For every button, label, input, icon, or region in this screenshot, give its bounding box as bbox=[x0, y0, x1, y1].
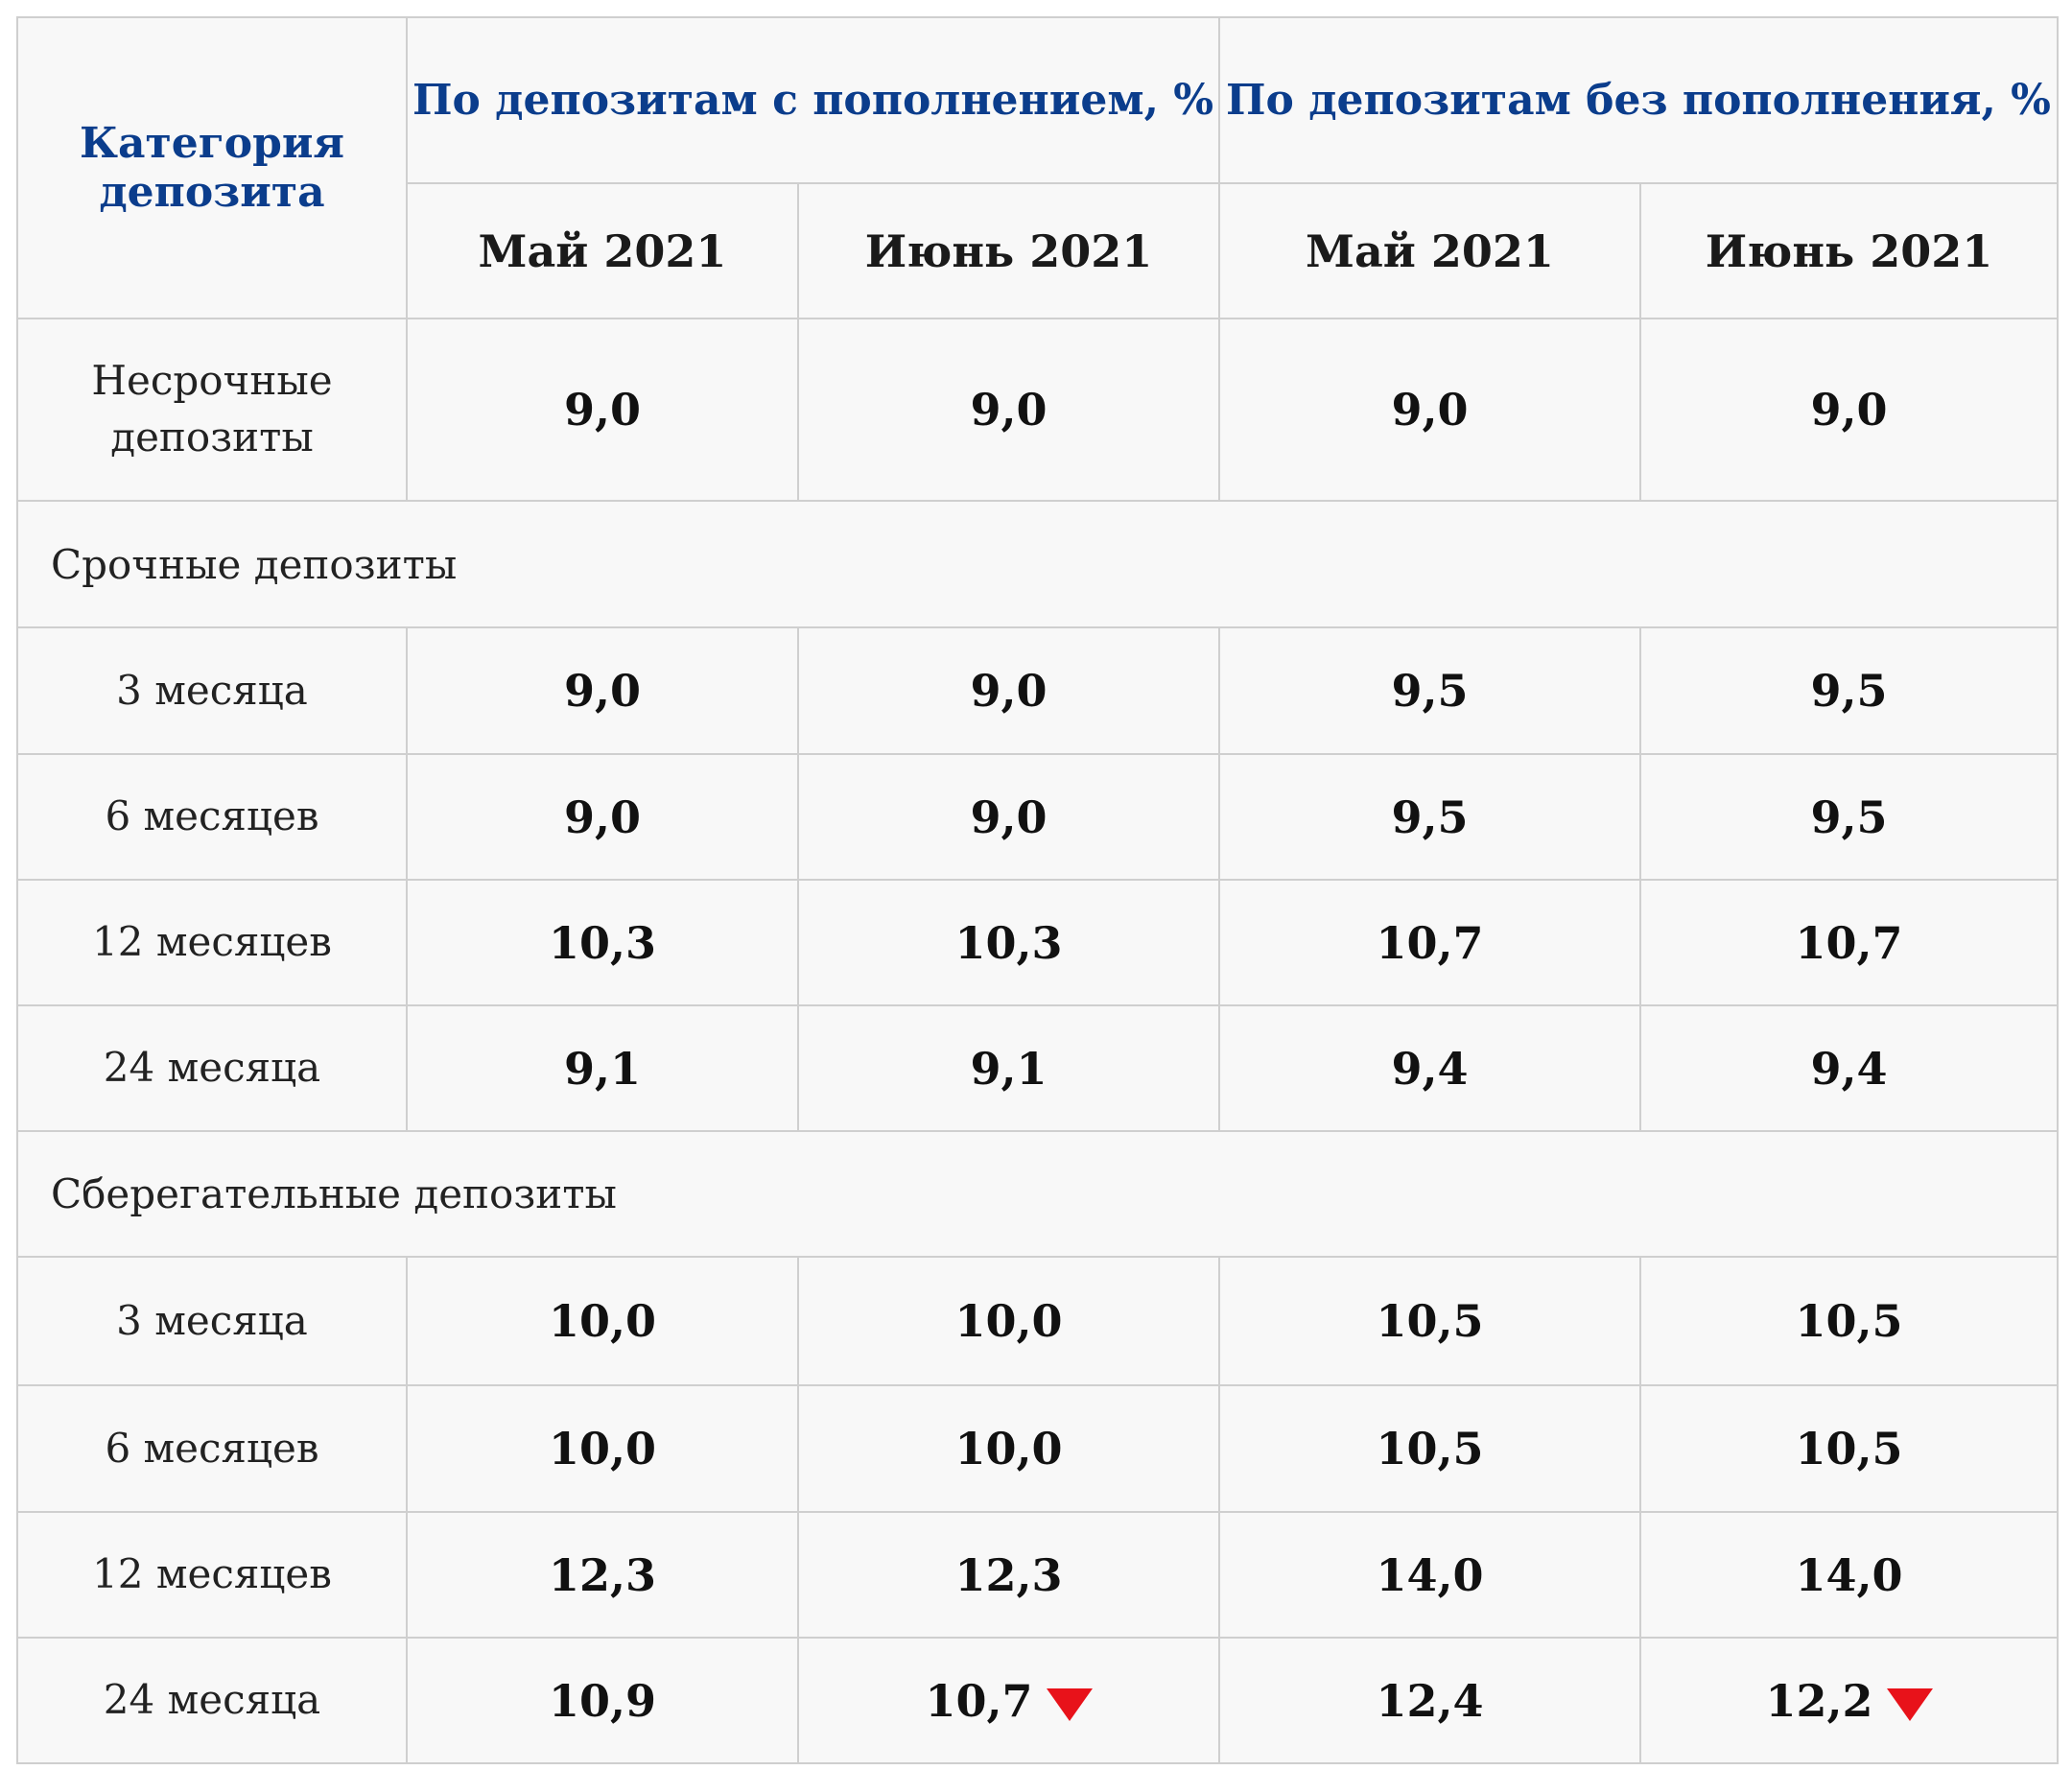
row-label: 6 месяцев bbox=[16, 1384, 408, 1513]
cell-value: 12,2 bbox=[1639, 1637, 2059, 1764]
cell-value: 9,0 bbox=[406, 318, 799, 502]
row-label: 12 месяцев bbox=[16, 1511, 408, 1639]
row-label: 12 месяцев bbox=[16, 879, 408, 1006]
cell-value: 14,0 bbox=[1639, 1511, 2059, 1639]
header-month: Июнь 2021 bbox=[1639, 182, 2059, 319]
cell-value: 10,0 bbox=[797, 1384, 1220, 1513]
cell-value: 9,1 bbox=[406, 1004, 799, 1132]
deposit-rates-table: Категория депозита По депозитам с пополн… bbox=[16, 16, 2059, 1764]
cell-value: 9,1 bbox=[797, 1004, 1220, 1132]
row-label: 6 месяцев bbox=[16, 753, 408, 881]
header-month: Май 2021 bbox=[1218, 182, 1641, 319]
cell-value: 9,0 bbox=[406, 626, 799, 755]
section-term: Срочные депозиты bbox=[16, 500, 2059, 628]
table-row: 3 месяца 9,0 9,0 9,5 9,5 bbox=[16, 626, 2059, 755]
cell-value: 10,0 bbox=[406, 1256, 799, 1386]
cell-value: 10,5 bbox=[1639, 1384, 2059, 1513]
header-category: Категория депозита bbox=[16, 16, 408, 319]
header-with-topup: По депозитам с пополнением, % bbox=[406, 16, 1220, 184]
cell-value: 9,5 bbox=[1639, 626, 2059, 755]
table-row: 6 месяцев 9,0 9,0 9,5 9,5 bbox=[16, 753, 2059, 881]
cell-value-text: 10,7 bbox=[925, 1674, 1033, 1727]
cell-value: 9,0 bbox=[1218, 318, 1641, 502]
cell-value: 9,0 bbox=[797, 318, 1220, 502]
row-label: 3 месяца bbox=[16, 1256, 408, 1386]
cell-value: 10,5 bbox=[1639, 1256, 2059, 1386]
table-row: 24 месяца 9,1 9,1 9,4 9,4 bbox=[16, 1004, 2059, 1132]
cell-value: 9,5 bbox=[1639, 753, 2059, 881]
table-row: 24 месяца 10,9 10,7 12,4 12,2 bbox=[16, 1637, 2059, 1764]
cell-value: 12,4 bbox=[1218, 1637, 1641, 1764]
cell-value: 12,3 bbox=[406, 1511, 799, 1639]
header-without-topup: По депозитам без пополнения, % bbox=[1218, 16, 2059, 184]
section-savings: Сберегательные депозиты bbox=[16, 1130, 2059, 1258]
cell-value: 9,0 bbox=[797, 753, 1220, 881]
row-label: Несрочные депозиты bbox=[16, 318, 408, 502]
cell-value: 14,0 bbox=[1218, 1511, 1641, 1639]
cell-value: 12,3 bbox=[797, 1511, 1220, 1639]
cell-value: 9,5 bbox=[1218, 753, 1641, 881]
table-row: 3 месяца 10,0 10,0 10,5 10,5 bbox=[16, 1256, 2059, 1386]
cell-value: 10,7 bbox=[797, 1637, 1220, 1764]
row-label: 24 месяца bbox=[16, 1637, 408, 1764]
cell-value: 10,5 bbox=[1218, 1256, 1641, 1386]
cell-value: 10,7 bbox=[1639, 879, 2059, 1006]
header-month: Июнь 2021 bbox=[797, 182, 1220, 319]
cell-value: 10,9 bbox=[406, 1637, 799, 1764]
cell-value: 10,0 bbox=[406, 1384, 799, 1513]
table-row: 12 месяцев 10,3 10,3 10,7 10,7 bbox=[16, 879, 2059, 1006]
cell-value: 9,5 bbox=[1218, 626, 1641, 755]
cell-value: 10,3 bbox=[797, 879, 1220, 1006]
decrease-arrow-icon bbox=[1046, 1687, 1093, 1721]
row-label: 24 месяца bbox=[16, 1004, 408, 1132]
cell-value: 9,0 bbox=[1639, 318, 2059, 502]
cell-value: 9,0 bbox=[406, 753, 799, 881]
cell-value-text: 12,2 bbox=[1765, 1674, 1873, 1727]
table-row: 6 месяцев 10,0 10,0 10,5 10,5 bbox=[16, 1384, 2059, 1513]
cell-value: 9,4 bbox=[1218, 1004, 1641, 1132]
header-month: Май 2021 bbox=[406, 182, 799, 319]
cell-value: 10,0 bbox=[797, 1256, 1220, 1386]
cell-value: 9,0 bbox=[797, 626, 1220, 755]
cell-value: 10,3 bbox=[406, 879, 799, 1006]
table-row: 12 месяцев 12,3 12,3 14,0 14,0 bbox=[16, 1511, 2059, 1639]
row-label: 3 месяца bbox=[16, 626, 408, 755]
table-row: Несрочные депозиты 9,0 9,0 9,0 9,0 bbox=[16, 318, 2059, 502]
cell-value: 10,7 bbox=[1218, 879, 1641, 1006]
cell-value: 10,5 bbox=[1218, 1384, 1641, 1513]
decrease-arrow-icon bbox=[1886, 1687, 1933, 1721]
cell-value: 9,4 bbox=[1639, 1004, 2059, 1132]
